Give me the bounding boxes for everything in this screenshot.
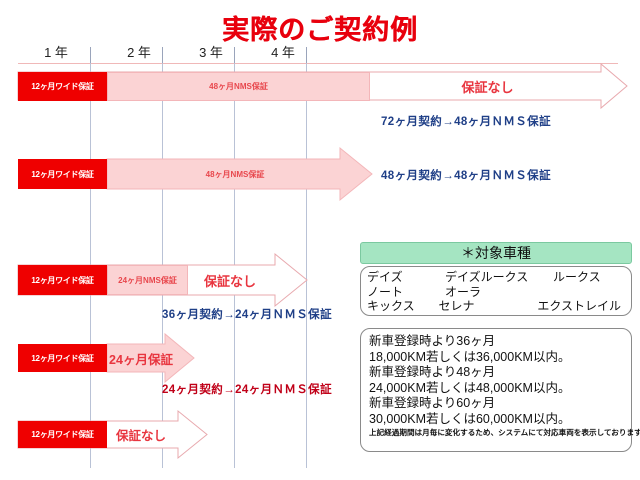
models-row: デイズ デイズルークス ルークス (367, 270, 625, 285)
condition-line: 30,000KM若しくは60,000KM以内。 (369, 411, 571, 426)
row-24-wide-warranty-segment: 12ヶ月ワイド保証 (18, 344, 107, 372)
axis-label-year-1: 1 年 (44, 45, 68, 60)
row-72-contract-note: 72ヶ月契約→48ヶ月ＮＭＳ保証 (381, 116, 551, 128)
row-72-nms-warranty-label: 48ヶ月NMS保証 (209, 82, 268, 91)
gridline-4 (306, 63, 307, 468)
model-name: オーラ (445, 284, 482, 299)
row-72-wide-warranty-label: 12ヶ月ワイド保証 (31, 82, 94, 91)
condition-line: 新車登録時より60ヶ月 (369, 396, 496, 410)
condition-line: 新車登録時より36ヶ月 (369, 334, 496, 348)
row-24-wide-warranty-label: 12ヶ月ワイド保証 (31, 353, 94, 363)
condition-line: 24,000KM若しくは48,000KM以内。 (369, 380, 571, 395)
axis-tick-3 (234, 47, 235, 63)
condition-line: 新車登録時より48ヶ月 (369, 365, 496, 379)
model-name: デイズルークス (445, 270, 529, 284)
page-title: 実際のご契約例 (222, 15, 418, 45)
row-36-wide-warranty-label: 12ヶ月ワイド保証 (31, 275, 94, 285)
models-row: キックス セレナ エクストレイル (367, 299, 625, 314)
row-24-contract-note: 24ヶ月契約→24ヶ月ＮＭＳ保証 (162, 384, 332, 396)
axis-label-year-3: 3 年 (199, 45, 223, 60)
row-12-wide-warranty-segment: 12ヶ月ワイド保証 (18, 421, 107, 448)
model-name (553, 285, 625, 300)
axis-label-year-2: 2 年 (127, 45, 151, 60)
row-12-wide-warranty-label: 12ヶ月ワイド保証 (31, 430, 94, 439)
model-name: ルークス (553, 270, 601, 284)
condition-line: 18,000KM若しくは36,000KM以内。 (369, 349, 571, 364)
models-row: ノート オーラ (367, 285, 625, 300)
row-48-contract-note: 48ヶ月契約→48ヶ月ＮＭＳ保証 (381, 170, 551, 182)
conditions-box: 新車登録時より36ヶ月 18,000KM若しくは36,000KM以内。 新車登録… (360, 328, 640, 452)
model-name: セレナ (438, 299, 475, 313)
row-72-nms-warranty-segment: 48ヶ月NMS保証 (107, 72, 370, 101)
models-panel-body: デイズ デイズルークス ルークス ノート オーラ キックス セレナ エクストレイ… (360, 266, 632, 316)
axis-tick-4 (306, 47, 307, 63)
row-72-wide-warranty-segment: 12ヶ月ワイド保証 (18, 72, 107, 101)
row-36-contract-note: 36ヶ月契約→24ヶ月ＮＭＳ保証 (162, 309, 332, 321)
conditions-footnote: 上記経過期間は月毎に変化するため、システムにて対応車両を表示しております (369, 428, 640, 437)
model-name: エクストレイル (537, 299, 621, 313)
model-name: デイズ (367, 270, 403, 284)
axis-label-year-4: 4 年 (271, 45, 295, 60)
model-name: ノート (367, 284, 404, 299)
row-48-pink-arrow (106, 146, 373, 202)
models-panel-heading: ＊対象車種 (360, 242, 632, 264)
row-24-pink-arrow (106, 332, 195, 384)
axis-tick-2 (162, 47, 163, 63)
row-36-wide-warranty-segment: 12ヶ月ワイド保証 (18, 265, 107, 295)
model-name: キックス (367, 299, 415, 313)
models-panel-heading-label: ＊対象車種 (461, 245, 531, 261)
row-36-nms-warranty-segment: 24ヶ月NMS保証 (107, 265, 188, 295)
row-36-nms-warranty-label: 24ヶ月NMS保証 (118, 275, 177, 285)
row-48-wide-warranty-segment: 12ヶ月ワイド保証 (18, 159, 107, 189)
axis-tick-1 (90, 47, 91, 63)
row-48-wide-warranty-label: 12ヶ月ワイド保証 (31, 169, 94, 179)
axis-baseline (18, 63, 618, 64)
